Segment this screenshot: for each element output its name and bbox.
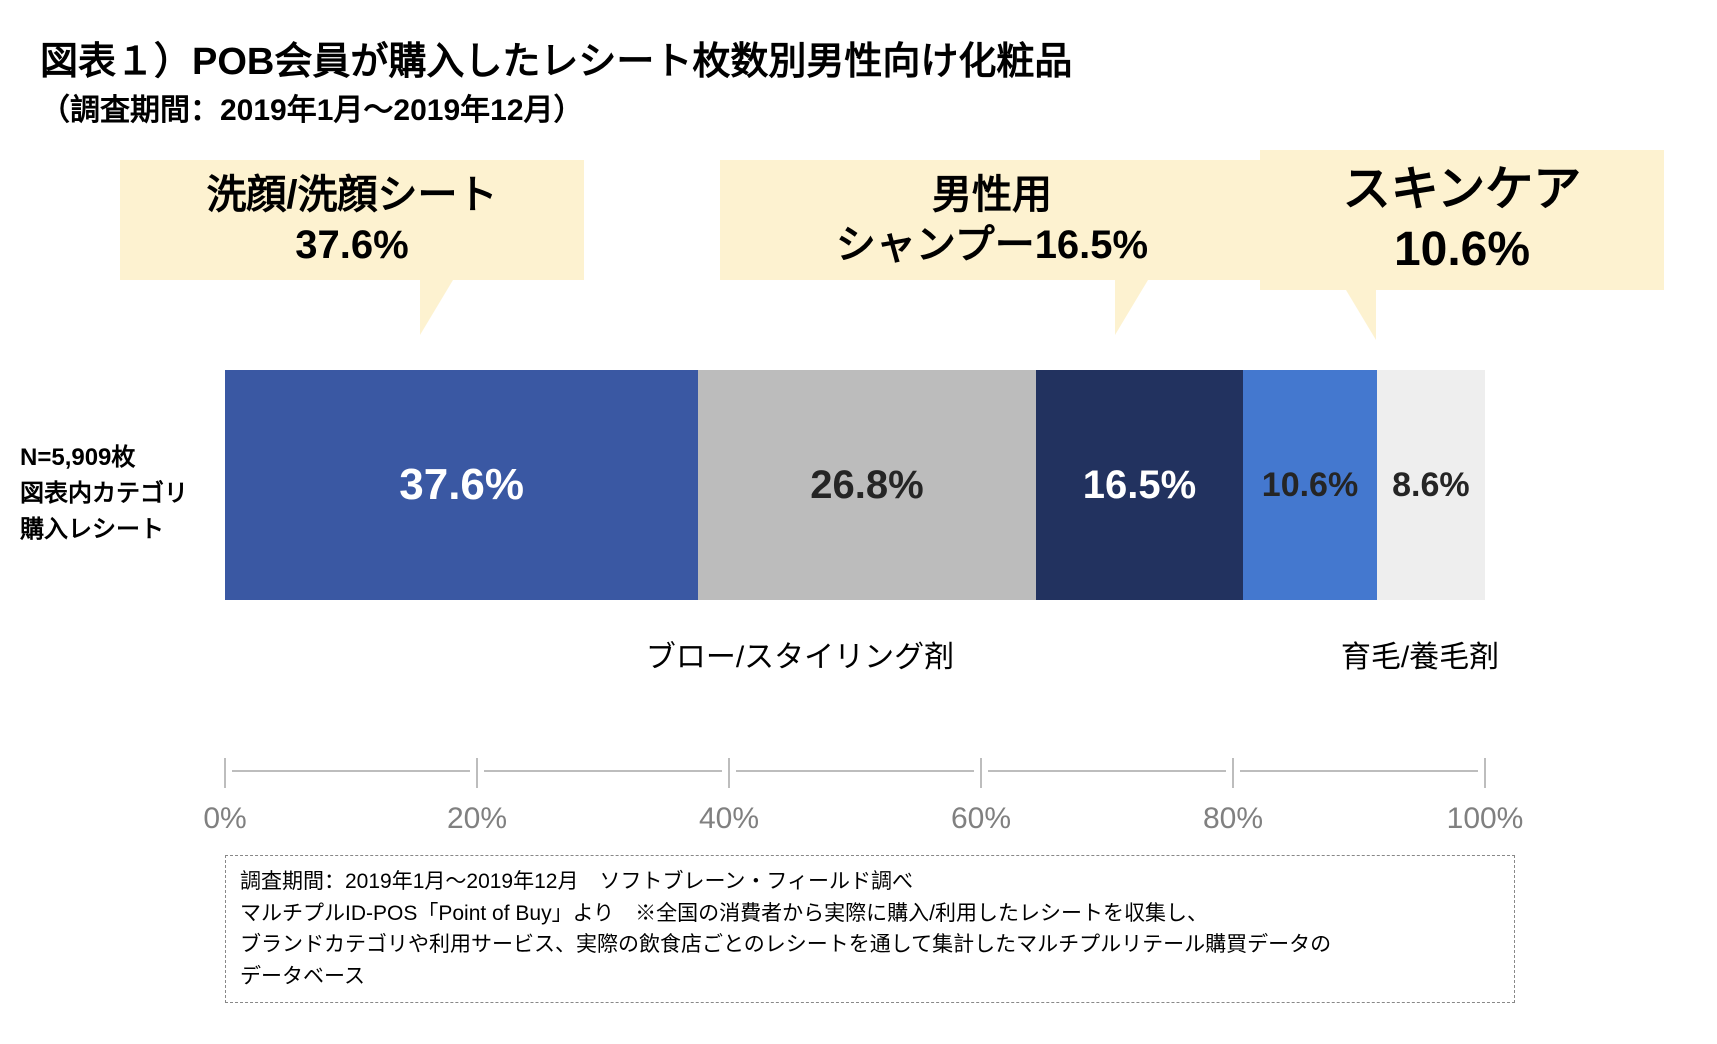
axis-tick-label: 80% (1203, 802, 1263, 836)
bar-segment-1: 26.8% (698, 370, 1035, 600)
footnote-line: ブランドカテゴリや利用サービス、実際の飲食店ごとのレシートを通して集計したマルチ… (240, 929, 1500, 961)
footnote-box: 調査期間：2019年1月～2019年12月 ソフトブレーン・フィールド調べマルチ… (225, 855, 1515, 1003)
bottom-label-1: 育毛/養毛剤 (1341, 632, 1499, 676)
bar-segment-4: 8.6% (1377, 370, 1485, 600)
axis-tick-up (224, 758, 226, 770)
callout-line1: スキンケア (1282, 160, 1642, 220)
axis-tick (728, 770, 730, 788)
callout-c1: 男性用シャンプー16.5% (720, 160, 1264, 280)
bottom-label-0: ブロー/スタイリング剤 (646, 632, 954, 676)
axis-tick-up (476, 758, 478, 770)
footnote-line: 調査期間：2019年1月～2019年12月 ソフトブレーン・フィールド調べ (240, 866, 1500, 898)
callout-line1: 洗顔/洗顔シート (142, 170, 562, 220)
axis-tick-label: 60% (951, 802, 1011, 836)
footnote-line: データベース (240, 961, 1500, 993)
axis-segment (232, 770, 470, 772)
axis-tick-up (980, 758, 982, 770)
axis-segment (988, 770, 1226, 772)
bar-segment-0: 37.6% (225, 370, 698, 600)
callout-line1: 男性用 (742, 170, 1242, 220)
x-axis: 0%20%40%60%80%100% (225, 770, 1485, 850)
bar-segment-3: 10.6% (1243, 370, 1376, 600)
bar-segment-2: 16.5% (1036, 370, 1244, 600)
axis-tick (476, 770, 478, 788)
axis-segment (484, 770, 722, 772)
callout-line2: 37.6% (142, 220, 562, 270)
callout-line2: シャンプー16.5% (742, 220, 1242, 270)
chart-title: 図表１）POB会員が購入したレシート枚数別男性向け化粧品 (40, 30, 1677, 85)
y-label-line: 図表内カテゴリ (20, 476, 188, 512)
axis-tick (980, 770, 982, 788)
y-label-line: N=5,909枚 (20, 440, 188, 476)
callout-line2: 10.6% (1282, 220, 1642, 280)
footnote-line: マルチプルID-POS「Point of Buy」より ※全国の消費者から実際に… (240, 898, 1500, 930)
callout-tail (1340, 280, 1376, 340)
axis-tick-label: 40% (699, 802, 759, 836)
callout-tail (1115, 275, 1151, 335)
page: 図表１）POB会員が購入したレシート枚数別男性向け化粧品 （調査期間：2019年… (0, 0, 1717, 1044)
axis-tick (224, 770, 226, 788)
axis-tick-label: 0% (203, 802, 246, 836)
axis-tick-label: 100% (1447, 802, 1524, 836)
axis-tick-up (1232, 758, 1234, 770)
axis-tick-up (728, 758, 730, 770)
axis-tick-up (1484, 758, 1486, 770)
callout-c2: スキンケア10.6% (1260, 150, 1664, 290)
callout-tail (420, 275, 456, 335)
axis-tick (1484, 770, 1486, 788)
callout-c0: 洗顔/洗顔シート37.6% (120, 160, 584, 280)
y-axis-label: N=5,909枚図表内カテゴリ購入レシート (20, 440, 188, 548)
chart-subtitle: （調査期間：2019年1月～2019年12月） (40, 85, 1677, 129)
stacked-bar: 37.6%26.8%16.5%10.6%8.6% (225, 370, 1485, 600)
axis-segment (736, 770, 974, 772)
axis-tick (1232, 770, 1234, 788)
axis-tick-label: 20% (447, 802, 507, 836)
y-label-line: 購入レシート (20, 512, 188, 548)
axis-segment (1240, 770, 1478, 772)
